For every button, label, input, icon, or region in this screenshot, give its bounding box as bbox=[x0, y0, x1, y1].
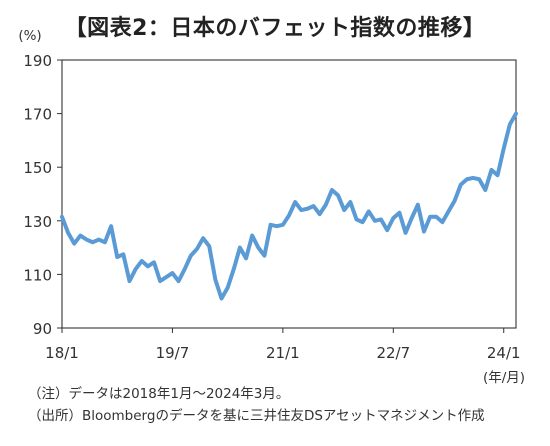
plot-border bbox=[61, 59, 517, 329]
y-axis: 90 110 130 150 170 190 bbox=[23, 52, 62, 338]
x-tick-label: 19/7 bbox=[156, 344, 190, 362]
y-tick-label: 110 bbox=[23, 266, 52, 284]
series-layer bbox=[60, 111, 518, 301]
chart-title: 【図表2：日本のバフェット指数の推移】 bbox=[64, 16, 486, 41]
y-tick-label: 150 bbox=[23, 159, 52, 177]
notes: （注）データは2018年1月～2024年3月。 （出所）Bloombergのデー… bbox=[28, 383, 485, 427]
y-tick-label: 130 bbox=[23, 213, 52, 231]
y-tick-label: 90 bbox=[33, 320, 52, 338]
plot-frame bbox=[61, 59, 517, 329]
y-tick-label: 190 bbox=[23, 52, 52, 70]
x-tick-label: 21/1 bbox=[266, 344, 300, 362]
note-period: （注）データは2018年1月～2024年3月。 bbox=[28, 386, 290, 402]
x-tick-label: 24/1 bbox=[487, 344, 521, 362]
series-line bbox=[60, 111, 518, 301]
x-axis: 18/1 19/7 21/1 22/7 24/1 bbox=[45, 328, 521, 362]
note-source: （出所）Bloombergのデータを基に三井住友DSアセットマネジメント作成 bbox=[28, 408, 485, 424]
y-tick-label: 170 bbox=[23, 106, 52, 124]
y-axis-label: (%) bbox=[18, 28, 41, 44]
x-tick-label: 22/7 bbox=[376, 344, 410, 362]
x-tick-label: 18/1 bbox=[45, 344, 79, 362]
x-axis-label: (年/月) bbox=[483, 370, 525, 386]
